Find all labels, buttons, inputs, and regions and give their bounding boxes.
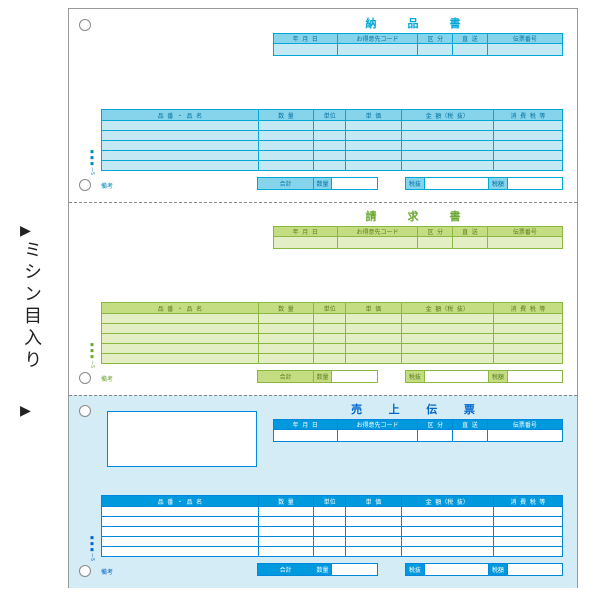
spine-code: ■■■ーS [89,535,96,561]
form-page: ■■■ーS 納 品 書 年 月 日 お得意先コード 区 分 直 送 伝票番号 品… [68,8,578,588]
totals-row: 合計 数量 税抜 税額 [101,177,563,190]
side-label: ミシン目入り [18,240,44,372]
header-block: 納 品 書 年 月 日 お得意先コード 区 分 直 送 伝票番号 [273,15,563,56]
perforation-arrow-icon: ▶ [20,400,31,421]
section-delivery-slip: ■■■ーS 納 品 書 年 月 日 お得意先コード 区 分 直 送 伝票番号 品… [69,9,577,202]
header-table: 年 月 日 お得意先コード 区 分 直 送 伝票番号 [273,419,563,442]
address-box [107,411,257,467]
items-table: 品 番 ・ 品 名 数 量 単位 単 価 金 額（税 抜） 消 費 税 等 [101,495,563,557]
header-block: 売 上 伝 票 年 月 日 お得意先コード 区 分 直 送 伝票番号 [273,401,563,442]
spine-code: ■■■ーS [89,149,96,175]
section-invoice: ■■■ーS 請 求 書 年 月 日 お得意先コード 区 分 直 送 伝票番号 品… [69,202,577,395]
form-title: 納 品 書 [273,15,563,33]
items-table: 品 番 ・ 品 名 数 量 単位 単 価 金 額（税 抜） 消 費 税 等 [101,109,563,171]
header-table: 年 月 日 お得意先コード 区 分 直 送 伝票番号 [273,33,563,56]
header-block: 請 求 書 年 月 日 お得意先コード 区 分 直 送 伝票番号 [273,208,563,249]
spine-code: ■■■ーS [89,342,96,368]
form-title: 請 求 書 [273,208,563,226]
perforation-line [69,202,577,203]
totals-row: 合計 数量 税抜 税額 [101,370,563,383]
section-sales-slip: ■■■ーS 売 上 伝 票 年 月 日 お得意先コード 区 分 直 送 伝票番号… [69,395,577,588]
items-table: 品 番 ・ 品 名 数 量 単位 単 価 金 額（税 抜） 消 費 税 等 [101,302,563,364]
perforation-line [69,395,577,396]
header-table: 年 月 日 お得意先コード 区 分 直 送 伝票番号 [273,226,563,249]
form-title: 売 上 伝 票 [273,401,563,419]
perforation-arrow-icon: ▶ [20,220,31,241]
totals-row: 合計 数量 税抜 税額 [101,563,563,576]
